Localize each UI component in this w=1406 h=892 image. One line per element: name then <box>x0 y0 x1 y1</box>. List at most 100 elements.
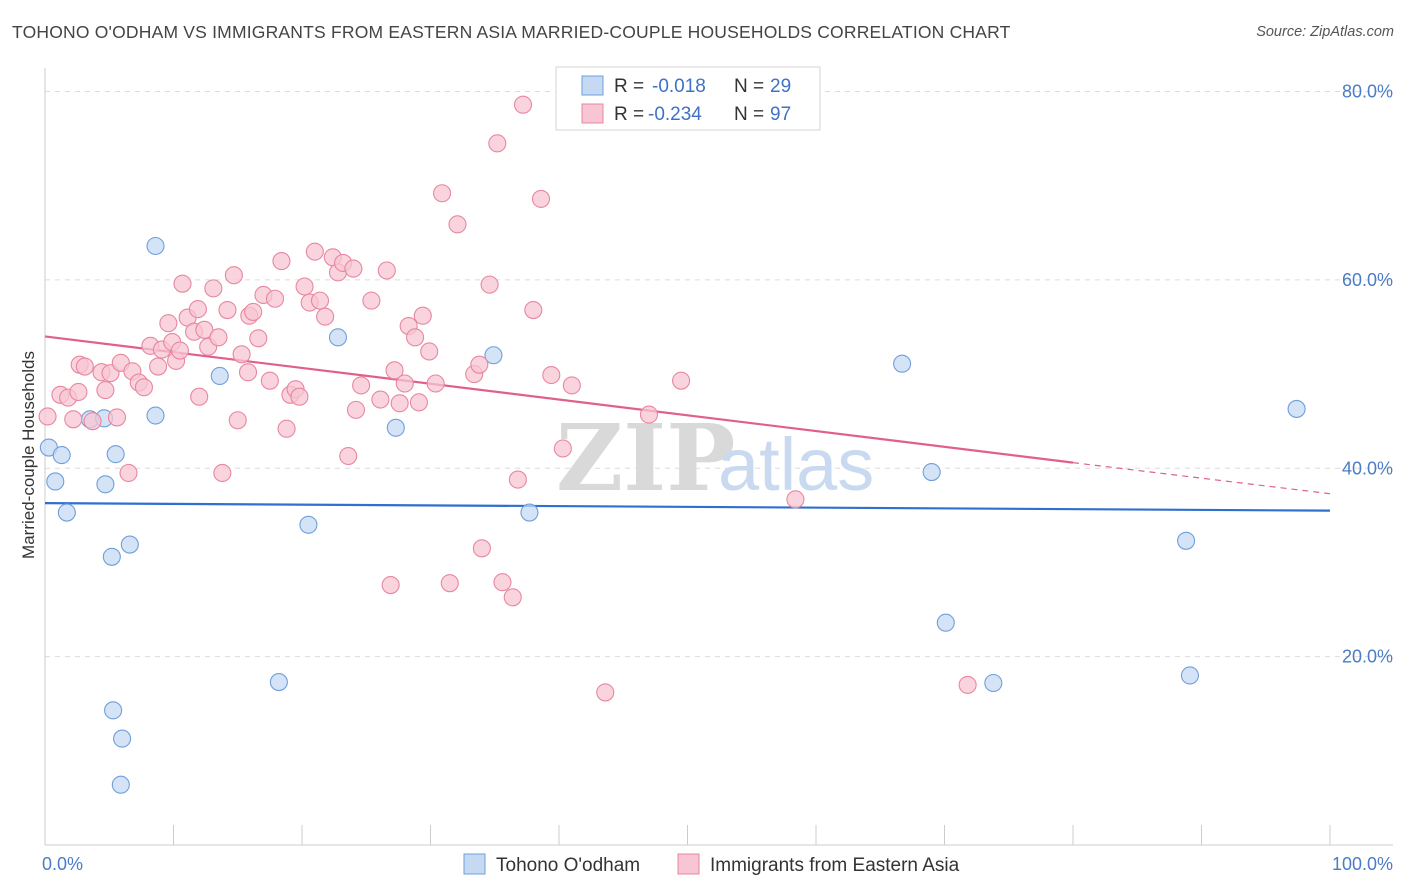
point-tohono <box>104 701 123 720</box>
point-eastern-asia <box>96 381 115 400</box>
point-eastern-asia <box>503 588 522 607</box>
point-eastern-asia <box>786 490 805 509</box>
point-eastern-asia <box>470 355 489 374</box>
point-eastern-asia <box>213 463 232 483</box>
chart-source: Source: ZipAtlas.com <box>1256 24 1394 40</box>
point-eastern-asia <box>472 539 491 558</box>
legend-n-value-1: 29 <box>770 76 791 97</box>
x-tick-label: 100.0% <box>1332 854 1393 874</box>
point-tohono <box>120 535 139 554</box>
point-eastern-asia <box>149 357 168 376</box>
trend-line-eastern-asia <box>44 335 1074 464</box>
point-eastern-asia <box>493 573 512 592</box>
point-eastern-asia <box>265 289 285 308</box>
point-eastern-asia <box>409 393 428 412</box>
grid-lines <box>45 91 1393 658</box>
point-eastern-asia <box>107 408 127 427</box>
point-tohono <box>1287 399 1306 418</box>
point-eastern-asia <box>195 320 214 339</box>
point-tohono <box>922 462 941 482</box>
point-eastern-asia <box>310 291 330 310</box>
stats-legend-swatch-blue <box>581 75 604 96</box>
point-eastern-asia <box>958 675 977 694</box>
point-tohono <box>96 475 115 494</box>
point-eastern-asia <box>159 314 178 333</box>
series-legend-label-tohono: Tohono O'odham <box>496 855 640 876</box>
point-eastern-asia <box>75 357 94 376</box>
point-eastern-asia <box>218 300 237 320</box>
point-tohono <box>210 366 229 386</box>
point-eastern-asia <box>385 361 404 380</box>
point-tohono <box>893 354 912 373</box>
point-eastern-asia <box>188 300 207 319</box>
point-eastern-asia <box>406 328 425 347</box>
point-eastern-asia <box>413 306 432 325</box>
point-eastern-asia <box>224 266 243 285</box>
point-eastern-asia <box>170 341 189 360</box>
stats-legend-swatch-pink <box>581 103 604 124</box>
point-tohono <box>57 503 76 522</box>
point-tohono <box>386 418 405 437</box>
point-eastern-asia <box>244 302 263 321</box>
trend-line-tohono <box>44 502 1331 512</box>
series-legend-swatch-tohono <box>463 853 486 875</box>
point-tohono <box>146 406 165 425</box>
y-tick-label: 80.0% <box>1342 82 1393 102</box>
y-tick-label: 60.0% <box>1342 270 1393 290</box>
point-eastern-asia <box>272 252 291 271</box>
point-eastern-asia <box>209 328 228 347</box>
point-eastern-asia <box>346 400 366 419</box>
point-eastern-asia <box>316 307 335 326</box>
legend-r-label-2: R = <box>614 104 644 125</box>
point-eastern-asia <box>524 300 543 320</box>
axes <box>44 68 1393 846</box>
point-eastern-asia <box>290 387 309 406</box>
point-eastern-asia <box>440 574 459 593</box>
legend-r-value-2: -0.234 <box>648 104 702 125</box>
legend-r-label-1: R = <box>614 76 644 97</box>
data-points <box>38 95 1306 794</box>
point-tohono <box>328 328 348 347</box>
point-eastern-asia <box>508 470 527 489</box>
point-tohono <box>984 673 1003 693</box>
point-eastern-asia <box>228 411 247 430</box>
point-eastern-asia <box>249 329 268 348</box>
point-eastern-asia <box>672 371 691 390</box>
y-tick-label: 40.0% <box>1342 458 1393 478</box>
point-eastern-asia <box>344 259 363 278</box>
point-tohono <box>146 236 165 256</box>
point-eastern-asia <box>390 394 409 413</box>
point-eastern-asia <box>381 576 400 595</box>
point-eastern-asia <box>173 274 192 293</box>
point-eastern-asia <box>69 382 88 402</box>
point-eastern-asia <box>562 376 581 395</box>
point-tohono <box>1180 666 1199 685</box>
legend-r-value-1: -0.018 <box>652 76 706 97</box>
point-eastern-asia <box>480 275 499 294</box>
tick-labels: 20.0% 40.0% 60.0% 80.0% 0.0% 100.0% <box>42 82 1393 874</box>
point-eastern-asia <box>553 439 572 458</box>
point-eastern-asia <box>204 279 223 298</box>
point-eastern-asia <box>420 342 439 361</box>
point-eastern-asia <box>377 261 396 280</box>
point-tohono <box>113 729 132 748</box>
point-tohono <box>299 515 318 534</box>
point-eastern-asia <box>64 410 83 429</box>
point-eastern-asia <box>448 215 467 234</box>
trend-lines <box>44 335 1331 512</box>
point-eastern-asia <box>542 365 561 385</box>
point-eastern-asia <box>295 277 314 296</box>
point-eastern-asia <box>426 374 445 393</box>
series-legend: Tohono O'odham Immigrants from Eastern A… <box>463 853 960 876</box>
point-eastern-asia <box>232 345 251 364</box>
point-eastern-asia <box>134 378 153 397</box>
point-tohono <box>936 613 955 632</box>
stats-legend: R = -0.018 N = 29 R = -0.234 N = 97 <box>555 66 821 131</box>
point-tohono <box>52 446 71 465</box>
point-eastern-asia <box>339 446 358 466</box>
x-tick-label: 0.0% <box>42 854 83 874</box>
point-eastern-asia <box>277 419 296 438</box>
point-tohono <box>484 346 503 365</box>
point-tohono <box>46 472 65 491</box>
